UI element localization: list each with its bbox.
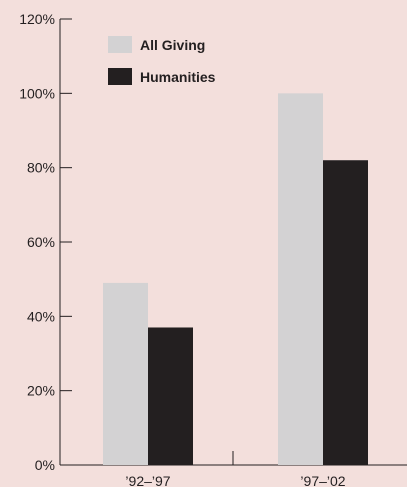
bar-humanities: [323, 160, 368, 465]
y-tick-label: 100%: [19, 85, 55, 101]
bar-all-giving: [278, 93, 323, 465]
bar-all-giving: [103, 282, 148, 465]
legend-label: All Giving: [140, 37, 205, 53]
y-tick-label: 0%: [35, 457, 55, 473]
legend-swatch: [108, 68, 132, 85]
labels: 0% 20% 40% 60% 80% 100% 120% ’92–’97 ’97–’02: [19, 11, 346, 487]
x-category-label: ’97–’02: [300, 473, 345, 487]
legend-swatch: [108, 36, 132, 53]
legend: All Giving Humanities: [108, 36, 216, 85]
y-tick-label: 120%: [19, 11, 55, 27]
bars: [103, 93, 368, 465]
y-tick-label: 20%: [27, 383, 55, 399]
x-category-label: ’92–’97: [125, 473, 170, 487]
y-tick-label: 80%: [27, 160, 55, 176]
legend-label: Humanities: [140, 69, 216, 85]
bar-humanities: [148, 327, 193, 465]
y-tick-label: 40%: [27, 308, 55, 324]
y-tick-label: 60%: [27, 234, 55, 250]
